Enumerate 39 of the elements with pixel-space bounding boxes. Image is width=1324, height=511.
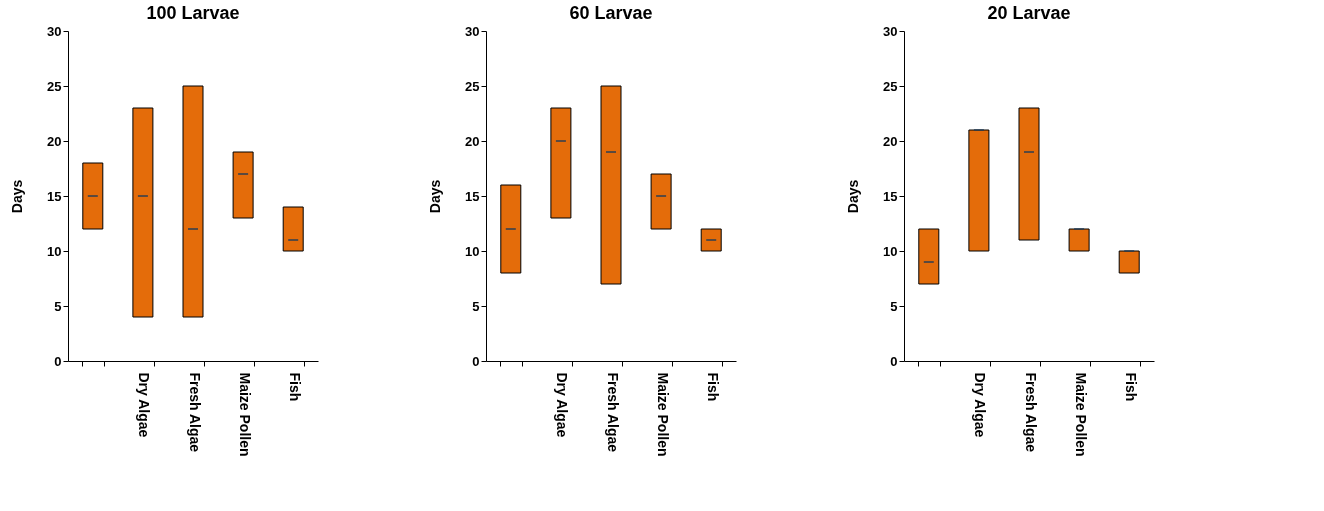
- chart-title: 20 Larvae: [987, 3, 1071, 23]
- y-tick-label: 0: [890, 353, 898, 369]
- y-tick-label: 0: [472, 353, 480, 369]
- chart-title: 60 Larvae: [569, 3, 653, 23]
- y-tick-label: 25: [883, 78, 898, 94]
- y-tick-label: 30: [883, 23, 898, 39]
- y-tick-label: 10: [47, 243, 62, 259]
- y-tick-label: 20: [47, 133, 62, 149]
- y-tick-label: 25: [465, 78, 480, 94]
- y-axis-title: Days: [427, 179, 444, 214]
- x-tick-label: Maize Pollen: [236, 372, 253, 457]
- y-tick-label: 20: [883, 133, 898, 149]
- x-tick-label: Dry Algae: [972, 372, 989, 438]
- y-tick-label: 0: [54, 353, 62, 369]
- y-tick-label: 30: [465, 23, 480, 39]
- y-tick-label: 10: [465, 243, 480, 259]
- x-tick-label: Fish: [1122, 372, 1139, 402]
- x-tick-label: Fish: [286, 372, 303, 402]
- y-tick-label: 5: [472, 298, 480, 314]
- y-tick-label: 25: [47, 78, 62, 94]
- y-tick-label: 5: [54, 298, 62, 314]
- y-axis-title: Days: [9, 179, 26, 214]
- x-tick-label: Maize Pollen: [1072, 372, 1089, 457]
- x-tick-label: Maize Pollen: [654, 372, 671, 457]
- x-tick-label: Fish: [704, 372, 721, 402]
- y-tick-label: 10: [883, 243, 898, 259]
- y-tick-label: 20: [465, 133, 480, 149]
- y-tick-label: 15: [47, 188, 62, 204]
- y-axis-title: Days: [845, 179, 862, 214]
- y-tick-label: 15: [883, 188, 898, 204]
- x-tick-label: Fresh Algae: [1022, 372, 1039, 453]
- y-tick-label: 30: [47, 23, 62, 39]
- x-tick-label: Dry Algae: [136, 372, 153, 438]
- chart-title: 100 Larvae: [146, 3, 240, 23]
- y-tick-label: 15: [465, 188, 480, 204]
- x-tick-label: Fresh Algae: [604, 372, 621, 453]
- y-tick-label: 5: [890, 298, 898, 314]
- x-tick-label: Dry Algae: [554, 372, 571, 438]
- x-tick-label: Fresh Algae: [186, 372, 203, 453]
